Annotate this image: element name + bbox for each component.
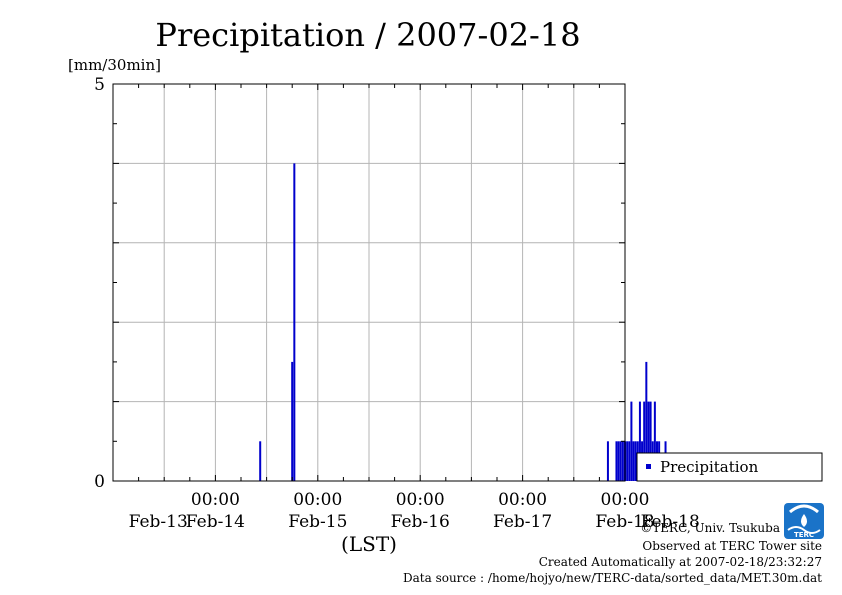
legend-box (636, 452, 823, 482)
logo-text: TERC (794, 531, 814, 539)
x-tick-date-label: Feb-16 (391, 512, 450, 532)
precipitation-bar (634, 441, 637, 481)
x-tick-time-label: 00:00 (601, 490, 650, 510)
precipitation-bar (621, 441, 624, 481)
precipitation-bar (626, 441, 629, 481)
footer-source: Data source : /home/hojyo/new/TERC-data/… (403, 571, 822, 585)
precipitation-bar (615, 441, 618, 481)
precipitation-bar (293, 163, 296, 481)
x-tick-date-label: Feb-14 (186, 512, 245, 532)
x-tick-date-label: Feb-13 (129, 512, 188, 532)
precipitation-bar (632, 441, 635, 481)
precipitation-bar (259, 441, 262, 481)
terc-logo: TERC (784, 503, 824, 539)
grid (113, 84, 625, 481)
precipitation-bar (647, 401, 650, 481)
precipitation-bar (643, 401, 646, 481)
legend: Precipitation (636, 452, 823, 482)
x-tick-time-label: 00:00 (498, 490, 547, 510)
precipitation-bar (619, 441, 622, 481)
y-tick-label: 0 (94, 472, 105, 492)
x-tick-time-label: 00:00 (396, 490, 445, 510)
footer-copyright: ©TERC, Univ. Tsukuba (640, 521, 780, 535)
x-tick-date-label: Feb-17 (493, 512, 552, 532)
axis-ticks (113, 84, 625, 481)
footer-site: Observed at TERC Tower site (642, 539, 822, 553)
x-tick-date-label: Feb-15 (288, 512, 347, 532)
legend-swatch (646, 464, 651, 469)
legend-label: Precipitation (660, 458, 759, 476)
precipitation-bar (630, 401, 633, 481)
precipitation-bar (291, 361, 294, 481)
x-tick-time-label: 00:00 (191, 490, 240, 510)
y-axis-label: [mm/30min] (68, 56, 161, 74)
x-tick-labels: 00:00Feb-1400:00Feb-1500:00Feb-1600:00Fe… (129, 490, 700, 532)
y-tick-labels: 05 (94, 75, 105, 492)
x-tick-date-label: Feb-18 (595, 512, 654, 532)
precipitation-bar (617, 441, 620, 481)
chart-title: Precipitation / 2007-02-18 (155, 16, 580, 54)
x-axis-label: (LST) (341, 532, 397, 556)
precipitation-bar (653, 401, 656, 481)
y-tick-label: 5 (94, 75, 105, 95)
precipitation-bar (649, 401, 652, 481)
x-tick-date-label: Feb-18 (641, 512, 700, 532)
x-tick-time-label: 00:00 (293, 490, 342, 510)
precipitation-bar (645, 361, 648, 481)
precipitation-bar (628, 441, 631, 481)
precipitation-bar (638, 401, 641, 481)
footer-created: Created Automatically at 2007-02-18/23:3… (539, 555, 822, 569)
precipitation-bar (606, 441, 609, 481)
